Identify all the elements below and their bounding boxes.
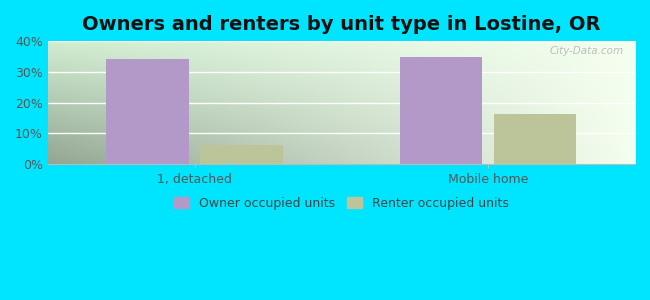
Title: Owners and renters by unit type in Lostine, OR: Owners and renters by unit type in Losti… xyxy=(82,15,601,34)
Bar xyxy=(107,59,188,164)
Legend: Owner occupied units, Renter occupied units: Owner occupied units, Renter occupied un… xyxy=(174,197,509,210)
Bar xyxy=(200,146,283,164)
Text: City-Data.com: City-Data.com xyxy=(549,46,623,56)
Bar xyxy=(494,114,577,164)
Bar xyxy=(400,57,482,164)
